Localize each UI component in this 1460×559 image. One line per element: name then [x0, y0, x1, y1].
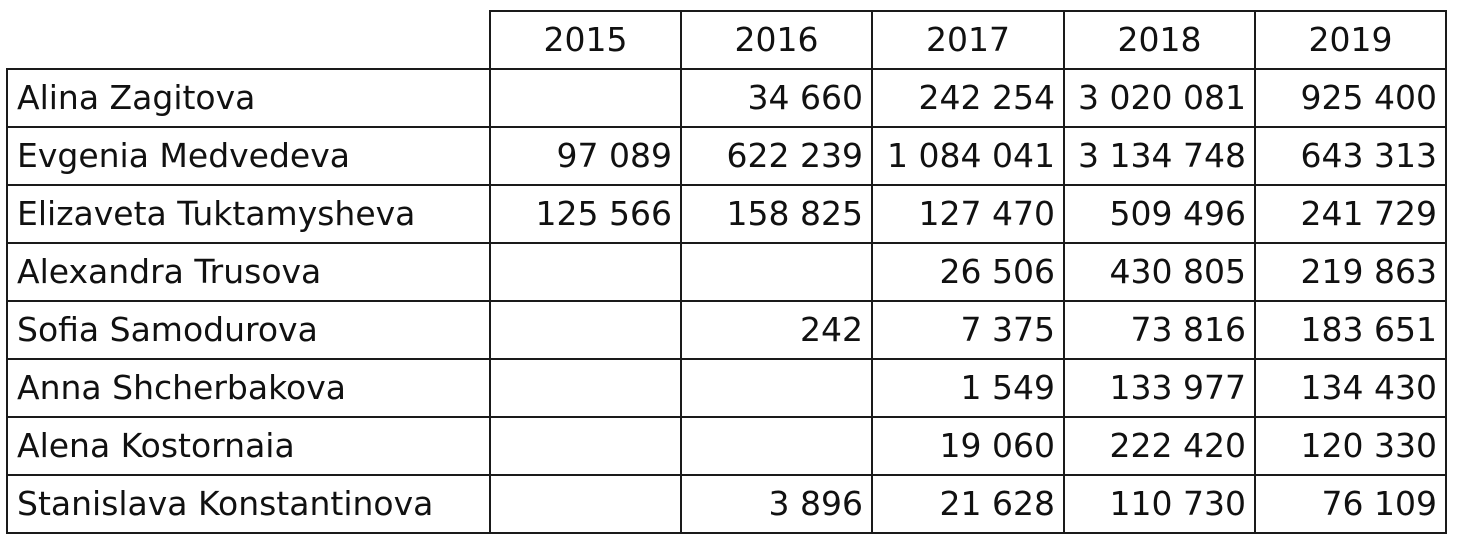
table-cell: 73 816: [1063, 300, 1256, 360]
table-cell: 183 651: [1254, 300, 1447, 360]
table-row: Alena Kostornaia 19 060 222 420 120 330: [6, 416, 1447, 476]
column-header: 2017: [871, 10, 1065, 70]
table-cell: 133 977: [1063, 358, 1256, 418]
table-cell: [489, 68, 682, 128]
table-row: Stanislava Konstantinova 3 896 21 628 11…: [6, 474, 1447, 534]
data-table: 2015 2016 2017 2018 2019 Alina Zagitova …: [6, 10, 1447, 534]
table-cell: 110 730: [1063, 474, 1256, 534]
column-header: 2019: [1254, 10, 1447, 70]
table-cell: 3 134 748: [1063, 126, 1256, 186]
table-cell: 242 254: [871, 68, 1065, 128]
table-row: Anna Shcherbakova 1 549 133 977 134 430: [6, 358, 1447, 418]
table-cell: 127 470: [871, 184, 1065, 244]
table-cell: 158 825: [680, 184, 873, 244]
table-cell: [489, 242, 682, 302]
row-name: Sofia Samodurova: [6, 300, 491, 360]
table-cell: 34 660: [680, 68, 873, 128]
table-cell: 509 496: [1063, 184, 1256, 244]
table-cell: [489, 474, 682, 534]
table-cell: 430 805: [1063, 242, 1256, 302]
table-row: Alina Zagitova 34 660 242 254 3 020 081 …: [6, 68, 1447, 128]
row-name: Stanislava Konstantinova: [6, 474, 491, 534]
column-header: 2016: [680, 10, 873, 70]
table-cell: 3 896: [680, 474, 873, 534]
column-header: 2015: [489, 10, 682, 70]
table-cell: 134 430: [1254, 358, 1447, 418]
row-name: Alena Kostornaia: [6, 416, 491, 476]
table-cell: [680, 242, 873, 302]
row-name: Alina Zagitova: [6, 68, 491, 128]
table-cell: 76 109: [1254, 474, 1447, 534]
table-cell: 622 239: [680, 126, 873, 186]
table-row: Alexandra Trusova 26 506 430 805 219 863: [6, 242, 1447, 302]
table-cell: 222 420: [1063, 416, 1256, 476]
table-cell: 643 313: [1254, 126, 1447, 186]
table-cell: [489, 416, 682, 476]
table-row: Sofia Samodurova 242 7 375 73 816 183 65…: [6, 300, 1447, 360]
header-row: 2015 2016 2017 2018 2019: [7, 10, 1447, 70]
table-cell: 7 375: [871, 300, 1065, 360]
table-cell: 19 060: [871, 416, 1065, 476]
table-cell: 242: [680, 300, 873, 360]
table-row: Elizaveta Tuktamysheva 125 566 158 825 1…: [6, 184, 1447, 244]
table-cell: 97 089: [489, 126, 682, 186]
corner-cell: [7, 11, 491, 70]
row-name: Evgenia Medvedeva: [6, 126, 491, 186]
table-cell: 241 729: [1254, 184, 1447, 244]
table-cell: [680, 358, 873, 418]
table-cell: 219 863: [1254, 242, 1447, 302]
table-cell: 21 628: [871, 474, 1065, 534]
table-cell: 26 506: [871, 242, 1065, 302]
row-name: Alexandra Trusova: [6, 242, 491, 302]
table-cell: [680, 416, 873, 476]
table-cell: 1 084 041: [871, 126, 1065, 186]
table-cell: [489, 358, 682, 418]
table-row: Evgenia Medvedeva 97 089 622 239 1 084 0…: [6, 126, 1447, 186]
table-cell: 3 020 081: [1063, 68, 1256, 128]
table-cell: 120 330: [1254, 416, 1447, 476]
column-header: 2018: [1063, 10, 1256, 70]
table-cell: 1 549: [871, 358, 1065, 418]
row-name: Anna Shcherbakova: [6, 358, 491, 418]
table-cell: 125 566: [489, 184, 682, 244]
table-cell: 925 400: [1254, 68, 1447, 128]
row-name: Elizaveta Tuktamysheva: [6, 184, 491, 244]
table-cell: [489, 300, 682, 360]
